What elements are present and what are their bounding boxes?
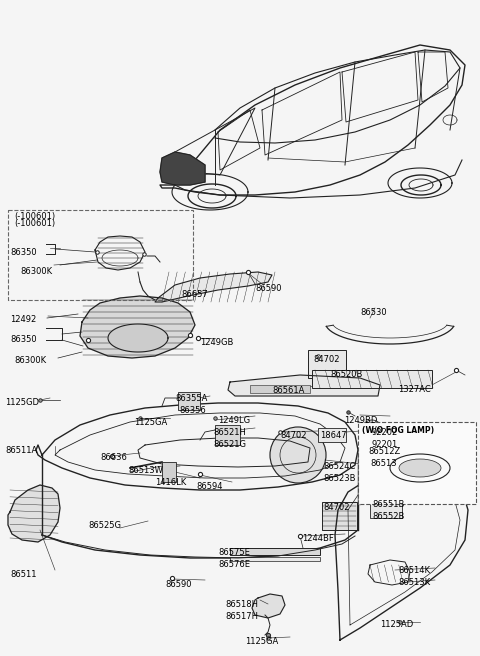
Text: 12492: 12492	[10, 315, 36, 324]
Bar	[318, 428, 346, 442]
Bar	[312, 370, 432, 388]
Text: 84702: 84702	[323, 503, 349, 512]
Text: 86512Z: 86512Z	[368, 447, 400, 456]
Bar	[8, 210, 193, 300]
Bar	[215, 425, 240, 445]
Text: 1125AD: 1125AD	[380, 620, 413, 629]
Text: 1125GA: 1125GA	[134, 418, 167, 427]
Polygon shape	[155, 272, 272, 302]
Text: 86524C: 86524C	[323, 462, 355, 471]
Text: 86300K: 86300K	[20, 267, 52, 276]
Bar	[250, 385, 310, 393]
Bar	[358, 422, 476, 504]
Text: 86355A: 86355A	[175, 394, 207, 403]
Text: (-100601): (-100601)	[14, 212, 55, 221]
Text: 92202: 92202	[372, 428, 398, 437]
Polygon shape	[80, 296, 195, 358]
Text: 86636: 86636	[100, 453, 127, 462]
Text: 86300K: 86300K	[14, 356, 46, 365]
Text: 86521G: 86521G	[213, 440, 246, 449]
Text: 86523B: 86523B	[323, 474, 356, 483]
Text: 1244BF: 1244BF	[302, 534, 334, 543]
Bar	[322, 502, 357, 530]
Text: 86594: 86594	[196, 482, 223, 491]
Text: 84702: 84702	[280, 431, 307, 440]
Text: 86511A: 86511A	[5, 446, 37, 455]
Text: 86525G: 86525G	[88, 521, 121, 530]
Polygon shape	[108, 324, 168, 352]
Text: 86518H: 86518H	[225, 600, 258, 609]
Text: (W/O FOG LAMP): (W/O FOG LAMP)	[362, 426, 434, 435]
Text: 1249GB: 1249GB	[200, 338, 233, 347]
Polygon shape	[160, 152, 205, 185]
Text: 86513: 86513	[370, 459, 396, 468]
Bar	[370, 494, 402, 518]
Text: 92201: 92201	[372, 440, 398, 449]
Text: 86590: 86590	[255, 284, 281, 293]
Text: 1327AC: 1327AC	[398, 385, 431, 394]
Text: 86657: 86657	[181, 290, 208, 299]
Text: 1249BD: 1249BD	[344, 416, 377, 425]
Bar	[162, 462, 176, 482]
Text: 86530: 86530	[360, 308, 386, 317]
Bar	[230, 548, 320, 555]
Text: 86575E: 86575E	[218, 548, 250, 557]
Text: 86350: 86350	[10, 335, 36, 344]
Text: 86561A: 86561A	[272, 386, 304, 395]
Text: 86551B: 86551B	[372, 500, 404, 509]
Bar	[230, 557, 320, 561]
Text: 1125GA: 1125GA	[245, 637, 278, 646]
Bar	[178, 392, 200, 410]
Text: 86590: 86590	[165, 580, 192, 589]
Bar	[308, 350, 346, 378]
Text: 86517H: 86517H	[225, 612, 258, 621]
Text: (-100601): (-100601)	[14, 219, 55, 228]
Polygon shape	[228, 375, 380, 396]
Text: 1125GD: 1125GD	[5, 398, 39, 407]
Text: 86513W: 86513W	[128, 466, 163, 475]
Polygon shape	[252, 594, 285, 618]
Ellipse shape	[399, 459, 441, 477]
Text: 86520B: 86520B	[330, 370, 362, 379]
Text: 86552B: 86552B	[372, 512, 404, 521]
Polygon shape	[270, 427, 326, 483]
Text: 86356: 86356	[179, 406, 206, 415]
Text: 1416LK: 1416LK	[155, 478, 186, 487]
Text: 86576E: 86576E	[218, 560, 250, 569]
Text: 18647: 18647	[320, 431, 347, 440]
Text: 86513K: 86513K	[398, 578, 430, 587]
Text: 86521H: 86521H	[213, 428, 246, 437]
Text: 86514K: 86514K	[398, 566, 430, 575]
Text: 86350: 86350	[10, 248, 36, 257]
Text: 1249LG: 1249LG	[218, 416, 250, 425]
Text: 84702: 84702	[313, 355, 339, 364]
Polygon shape	[8, 485, 60, 542]
Text: 86511: 86511	[10, 570, 36, 579]
